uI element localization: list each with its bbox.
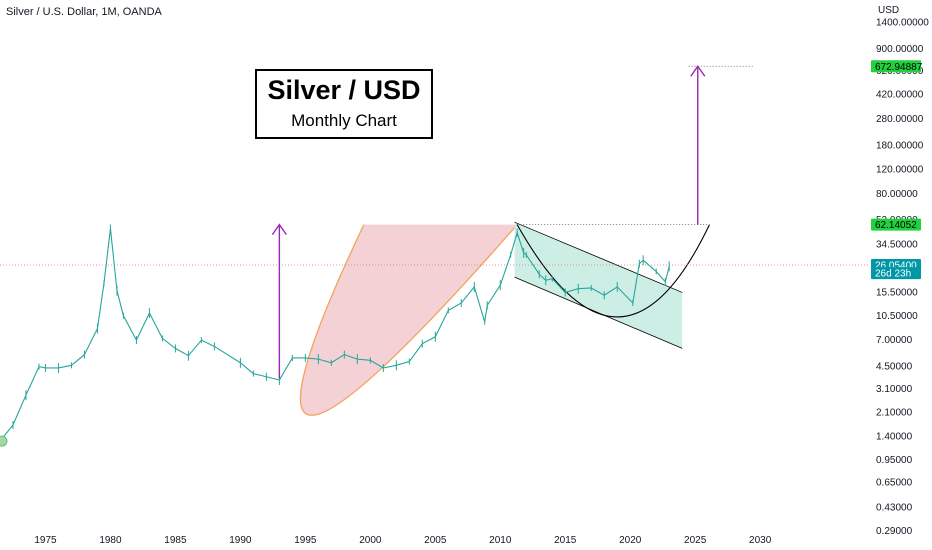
price-label-bg [871, 60, 921, 73]
x-tick-label: 2020 [619, 535, 642, 546]
x-tick-label: 2010 [489, 535, 512, 546]
price-label: 26d 23h [875, 269, 911, 280]
price-label: 26.05400 [875, 260, 917, 271]
y-tick-label: 420.00000 [876, 90, 924, 101]
cup-pattern-layer [299, 224, 518, 416]
channel-layer [0, 221, 868, 349]
x-tick-label: 2005 [424, 535, 447, 546]
y-tick-label: 0.65000 [876, 478, 913, 489]
x-tick-label: 1990 [229, 535, 252, 546]
chart-subtitle: Monthly Chart [291, 111, 397, 130]
x-tick-label: 1995 [294, 535, 317, 546]
x-tick-label: 2025 [684, 535, 707, 546]
cup-fill [300, 224, 518, 416]
y-tick-label: 7.00000 [876, 335, 913, 346]
channel-top-line [514, 221, 683, 293]
x-tick-label: 2030 [749, 535, 772, 546]
projected-cup-curve [516, 224, 710, 318]
y-tick-label: 0.43000 [876, 502, 913, 513]
y-tick-label: 280.00000 [876, 114, 924, 125]
y-tick-label: 0.95000 [876, 455, 913, 466]
y-tick-label: 2.10000 [876, 407, 913, 418]
price-label: 62.14052 [875, 220, 917, 231]
left-target-arrow-head [271, 223, 287, 236]
y-tick-label: 120.00000 [876, 165, 924, 176]
y-tick-label: 900.00000 [876, 44, 924, 55]
price-series-layer [0, 224, 670, 447]
y-axis-unit: USD [878, 5, 899, 16]
y-tick-label: 0.29000 [876, 526, 913, 537]
y-tick-label: 10.50000 [876, 311, 918, 322]
price-label-bg [871, 218, 921, 231]
y-tick-label: 3.10000 [876, 384, 913, 395]
x-tick-label: 2015 [554, 535, 577, 546]
y-tick-label: 80.00000 [876, 189, 918, 200]
y-tick-label: 4.50000 [876, 362, 913, 373]
target-arrow-layer [271, 65, 754, 379]
y-tick-label: 15.50000 [876, 287, 918, 298]
y-tick-label: 180.00000 [876, 140, 924, 151]
chart-title: Silver / USD [267, 75, 421, 105]
y-tick-label: 34.50000 [876, 239, 918, 250]
x-axis: 1975 1980 1985 1990 1995 2000 2005 2010 2015 2020… [34, 535, 771, 546]
y-tick-label: 1400.00000 [876, 17, 929, 28]
y-tick-label: 1.40000 [876, 432, 913, 443]
price-label-bg [871, 267, 921, 280]
start-marker [0, 435, 8, 447]
price-line [0, 228, 670, 442]
channel-fill [514, 222, 683, 349]
channel-bottom-line [514, 276, 683, 349]
symbol-header: Silver / U.S. Dollar, 1M, OANDA [6, 6, 162, 18]
x-tick-label: 1975 [34, 535, 57, 546]
title-box: Silver / USD Monthly Chart [255, 69, 433, 139]
cup-edge [299, 224, 518, 416]
price-label: 672.94887 [875, 62, 923, 73]
x-tick-label: 1985 [164, 535, 187, 546]
x-tick-label: 1980 [99, 535, 122, 546]
x-tick-label: 2000 [359, 535, 382, 546]
